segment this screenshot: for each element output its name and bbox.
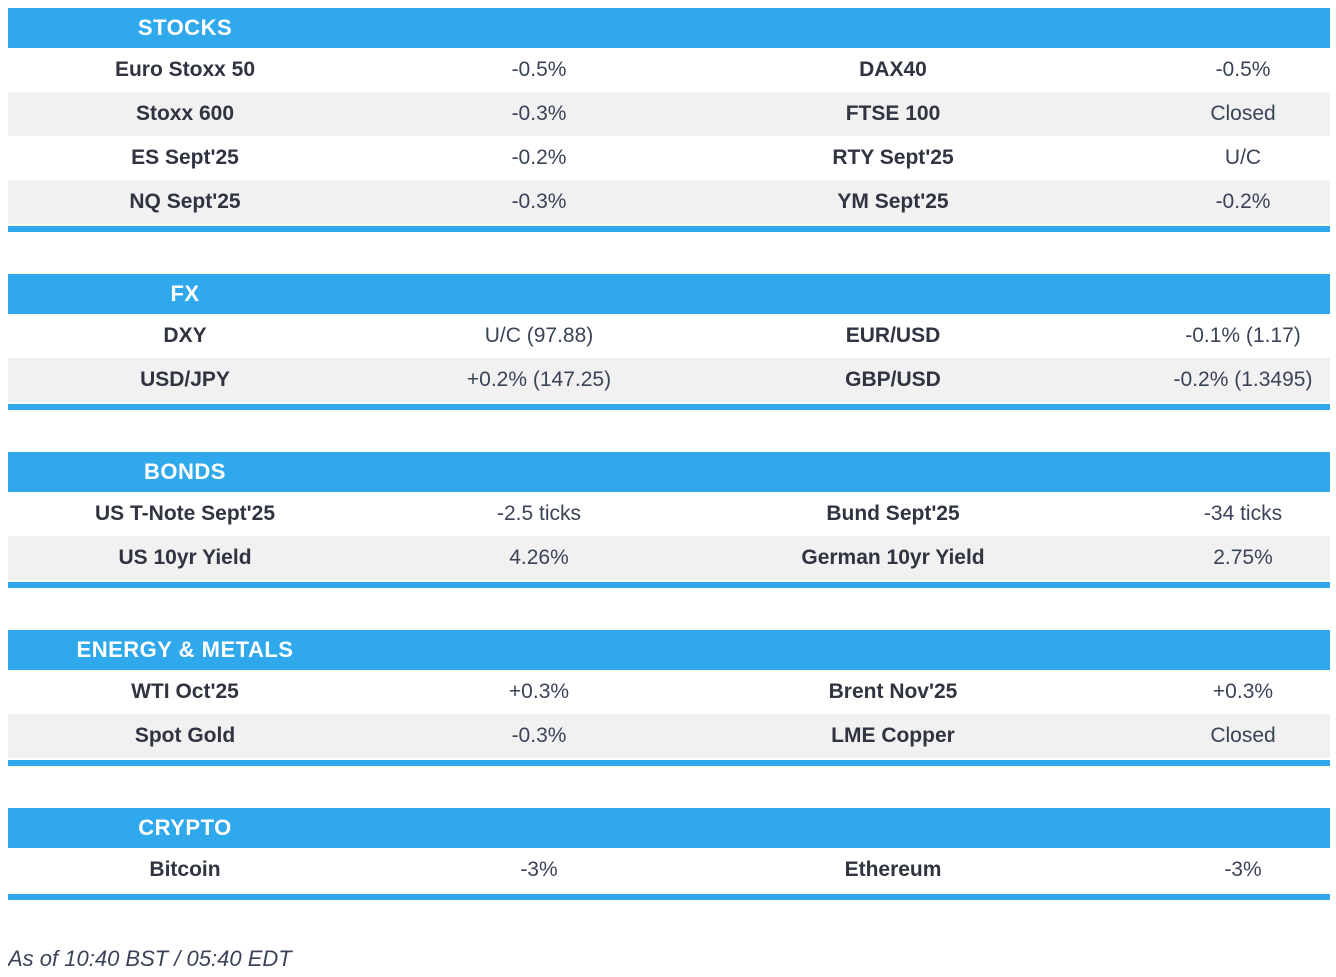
instrument-change: -34 ticks: [1203, 502, 1283, 525]
instrument-name: USD/JPY: [140, 368, 230, 391]
section-underline: [8, 582, 1330, 588]
section-title: ENERGY & METALS: [76, 637, 294, 662]
market-wrap-tables: STOCKS Euro Stoxx 50 -0.5% DAX40 -0.5% S…: [8, 8, 1330, 972]
section-underline: [8, 894, 1330, 900]
instrument-name: Stoxx 600: [135, 102, 235, 125]
table-row: Stoxx 600 -0.3% FTSE 100 Closed: [8, 92, 1330, 136]
table-row: US T-Note Sept'25 -2.5 ticks Bund Sept'2…: [8, 492, 1330, 536]
instrument-name: Ethereum: [844, 858, 942, 881]
section-title: STOCKS: [137, 15, 233, 40]
instrument-change: -0.1% (1.17): [1185, 324, 1301, 347]
table-row: USD/JPY +0.2% (147.25) GBP/USD -0.2% (1.…: [8, 358, 1330, 402]
section-title: BONDS: [144, 459, 226, 484]
instrument-name: ES Sept'25: [131, 146, 239, 169]
instrument-change: +0.2% (147.25): [466, 368, 612, 391]
instrument-name: YM Sept'25: [837, 190, 949, 213]
section-crypto: CRYPTO Bitcoin -3% Ethereum -3%: [8, 808, 1330, 900]
section-fx: FX DXY U/C (97.88) EUR/USD -0.1% (1.17) …: [8, 274, 1330, 410]
instrument-name: US 10yr Yield: [118, 546, 252, 569]
section-bonds: BONDS US T-Note Sept'25 -2.5 ticks Bund …: [8, 452, 1330, 588]
instrument-name: Spot Gold: [134, 724, 236, 747]
instrument-change: +0.3%: [508, 680, 570, 703]
section-stocks: STOCKS Euro Stoxx 50 -0.5% DAX40 -0.5% S…: [8, 8, 1330, 232]
table-row: DXY U/C (97.88) EUR/USD -0.1% (1.17): [8, 314, 1330, 358]
table-row: NQ Sept'25 -0.3% YM Sept'25 -0.2%: [8, 180, 1330, 224]
instrument-name: US T-Note Sept'25: [94, 502, 276, 525]
section-header: FX: [8, 274, 1330, 314]
instrument-change: U/C (97.88): [484, 324, 594, 347]
section-energy-metals: ENERGY & METALS WTI Oct'25 +0.3% Brent N…: [8, 630, 1330, 766]
instrument-name: Bund Sept'25: [826, 502, 960, 525]
instrument-name: German 10yr Yield: [801, 546, 985, 569]
instrument-name: Bitcoin: [149, 858, 221, 881]
instrument-change: -0.3%: [511, 102, 567, 125]
section-underline: [8, 760, 1330, 766]
as-of-timestamp: As of 10:40 BST / 05:40 EDT: [8, 946, 292, 971]
instrument-name: EUR/USD: [845, 324, 941, 347]
instrument-name: NQ Sept'25: [129, 190, 241, 213]
section-header: CRYPTO: [8, 808, 1330, 848]
instrument-name: Brent Nov'25: [828, 680, 958, 703]
instrument-change: -0.5%: [1215, 58, 1271, 81]
instrument-change: -0.2%: [511, 146, 567, 169]
section-underline: [8, 226, 1330, 232]
section-title: CRYPTO: [138, 815, 232, 840]
instrument-change: Closed: [1210, 724, 1276, 747]
table-row: ES Sept'25 -0.2% RTY Sept'25 U/C: [8, 136, 1330, 180]
instrument-change: -0.3%: [511, 190, 567, 213]
instrument-change: -3%: [1224, 858, 1262, 881]
table-row: WTI Oct'25 +0.3% Brent Nov'25 +0.3%: [8, 670, 1330, 714]
table-row: Spot Gold -0.3% LME Copper Closed: [8, 714, 1330, 758]
instrument-change: -0.3%: [511, 724, 567, 747]
section-underline: [8, 404, 1330, 410]
section-header: STOCKS: [8, 8, 1330, 48]
instrument-change: -2.5 ticks: [496, 502, 582, 525]
instrument-change: 4.26%: [509, 546, 569, 569]
instrument-name: GBP/USD: [845, 368, 941, 391]
instrument-name: FTSE 100: [845, 102, 941, 125]
table-row: US 10yr Yield 4.26% German 10yr Yield 2.…: [8, 536, 1330, 580]
section-header: ENERGY & METALS: [8, 630, 1330, 670]
instrument-name: Euro Stoxx 50: [114, 58, 256, 81]
instrument-name: WTI Oct'25: [131, 680, 239, 703]
table-row: Bitcoin -3% Ethereum -3%: [8, 848, 1330, 892]
instrument-change: -0.2%: [1215, 190, 1271, 213]
table-row: Euro Stoxx 50 -0.5% DAX40 -0.5%: [8, 48, 1330, 92]
instrument-change: U/C: [1224, 146, 1262, 169]
instrument-name: RTY Sept'25: [832, 146, 954, 169]
instrument-change: -3%: [520, 858, 558, 881]
instrument-change: -0.2% (1.3495): [1173, 368, 1313, 391]
instrument-change: Closed: [1210, 102, 1276, 125]
instrument-name: DAX40: [859, 58, 927, 81]
instrument-name: DXY: [163, 324, 207, 347]
instrument-change: -0.5%: [511, 58, 567, 81]
section-title: FX: [170, 281, 200, 306]
instrument-change: +0.3%: [1212, 680, 1274, 703]
instrument-change: 2.75%: [1213, 546, 1273, 569]
instrument-name: LME Copper: [831, 724, 955, 747]
section-header: BONDS: [8, 452, 1330, 492]
